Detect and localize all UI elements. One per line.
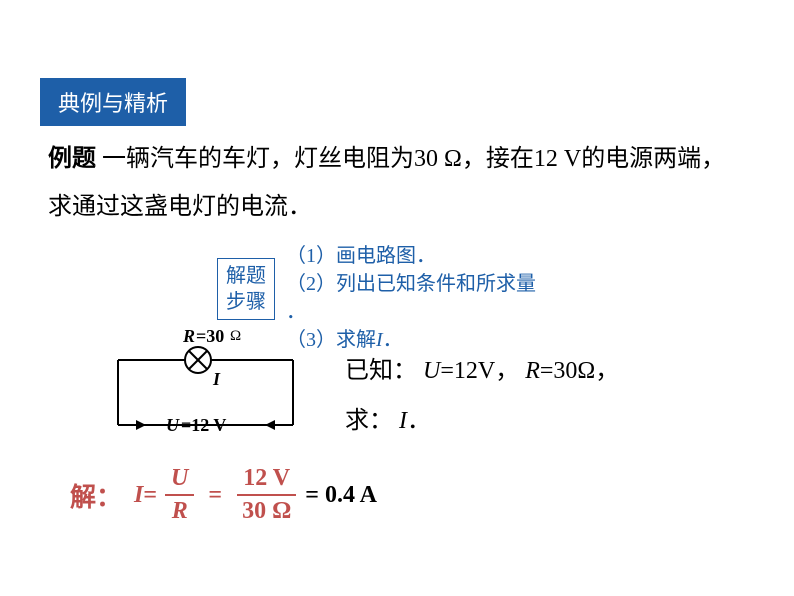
problem-text-1: 一辆汽车的车灯，灯丝电阻为 — [96, 146, 414, 172]
circuit-i-label: I — [212, 369, 221, 389]
find-section: 求： I． — [345, 400, 431, 435]
known-label: 已知： — [345, 358, 417, 384]
step-2b: ． — [286, 298, 536, 326]
find-suffix: ． — [407, 408, 431, 434]
circuit-u-val: =12 V — [181, 415, 226, 435]
steps-list: （1）画电路图． （2）列出已知条件和所求量 ． （3）求解I． — [286, 242, 536, 354]
problem-statement: 例题 一辆汽车的车灯，灯丝电阻为30 Ω，接在12 V的电源两端，求通过这盏电灯… — [48, 135, 748, 231]
solution-eq1: = — [143, 482, 157, 509]
known-section: 已知： U=12V， R=30Ω， — [345, 350, 619, 385]
known-r-var: R — [525, 358, 540, 384]
fraction-2: 12 V 30 Ω — [236, 465, 297, 525]
solution-eq2: = — [208, 482, 222, 509]
frac2-den: 30 Ω — [236, 496, 297, 525]
frac2-num: 12 V — [237, 465, 296, 496]
circuit-r-label: R — [182, 330, 195, 346]
arrow-right-head — [265, 420, 275, 430]
find-label: 求： — [345, 408, 393, 434]
steps-box-line1: 解题 — [226, 263, 266, 289]
solution-result: = 0.4 A — [305, 482, 377, 509]
problem-label: 例题 — [48, 146, 96, 172]
find-var: I — [399, 408, 407, 434]
frac1-num: U — [165, 465, 194, 496]
circuit-r-value: =30 — [196, 330, 224, 346]
arrow-left-head — [136, 420, 146, 430]
circuit-r-unit: Ω — [230, 330, 241, 344]
step3-var: I — [376, 329, 383, 351]
step3-suffix: ． — [383, 329, 403, 351]
solution-i: I — [134, 482, 143, 509]
steps-box-line2: 步骤 — [226, 289, 266, 315]
fraction-1: U R — [165, 465, 194, 525]
section-badge: 典例与精析 — [40, 78, 186, 126]
problem-r: 30 Ω — [414, 146, 462, 172]
circuit-diagram: R =30 Ω I U =12 V — [108, 330, 318, 455]
problem-v: 12 V — [534, 146, 581, 172]
solution-label: 解： — [70, 477, 122, 514]
solution-line: 解： I = U R = 12 V 30 Ω = 0.4 A — [70, 465, 377, 525]
frac1-den: R — [166, 496, 194, 525]
problem-text-2: ，接在 — [462, 146, 534, 172]
circuit-svg: R =30 Ω I U =12 V — [108, 330, 318, 450]
known-r-val: =30Ω， — [540, 358, 619, 384]
circuit-u-var: U — [166, 415, 180, 435]
step-1: （1）画电路图． — [286, 242, 536, 270]
known-u-var: U — [423, 358, 440, 384]
step-2: （2）列出已知条件和所求量 — [286, 270, 536, 298]
known-u-val: =12V， — [440, 358, 519, 384]
steps-box: 解题 步骤 — [217, 258, 275, 320]
